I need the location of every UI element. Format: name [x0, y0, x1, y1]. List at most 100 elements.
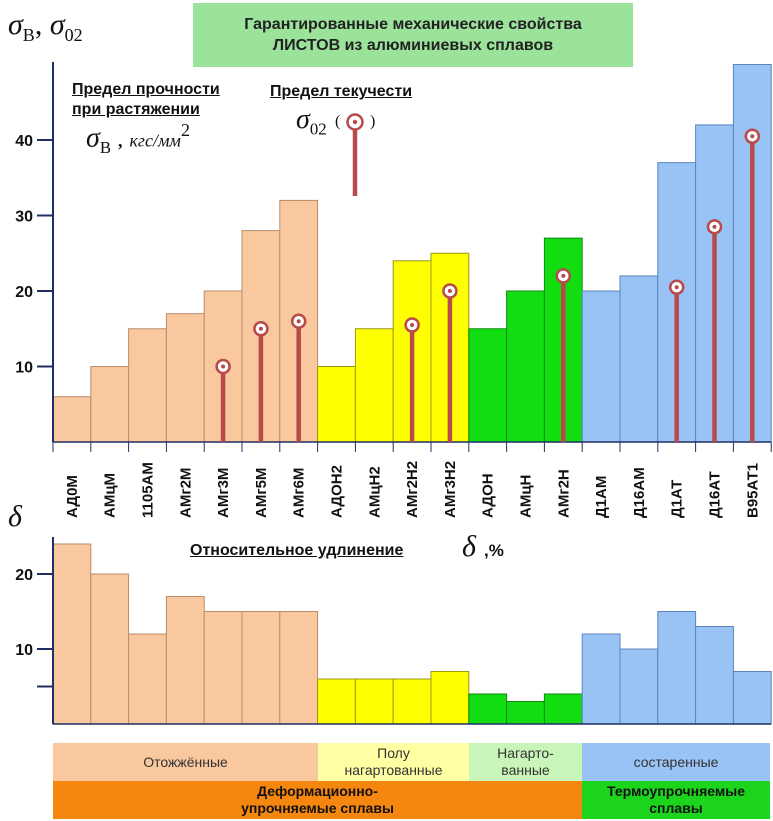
group-annealed: Отожжённые [53, 743, 318, 781]
category-label-АМг6М: АМг6М [291, 468, 308, 518]
elongation-bar-Д1АМ [581, 633, 621, 725]
band-heat-line1: Термоупрочняемые [607, 783, 745, 799]
band-heat-hardened: Термоупрочняемые сплавы [582, 781, 770, 819]
category-label-АМг3М: АМг3М [215, 468, 232, 518]
elongation-bar-АМг5М [241, 611, 281, 725]
strength-unit-comma: , [118, 130, 123, 151]
strength-label-line1: Предел прочности [72, 81, 220, 98]
yield-marker-dot-АМг3Н2 [447, 289, 452, 293]
group-annealed-label: Отожжённые [143, 753, 228, 770]
yield-marker-dot-АМг6М [296, 319, 301, 324]
top-y-tick-label-20: 20 [15, 284, 33, 301]
category-label-АМцМ: АМцМ [102, 473, 119, 518]
elongation-bar-АМцМ [90, 573, 130, 725]
strength-bar-1105АМ [128, 328, 167, 443]
category-label-АМг2Н2: АМг2Н2 [404, 461, 421, 518]
yield-legend-marker-dot [352, 119, 358, 125]
strength-bar-АМцН [506, 290, 545, 443]
category-label-АМг3Н2: АМг3Н2 [442, 461, 459, 518]
category-label-АДОН2: АДОН2 [329, 465, 346, 518]
strength-bar-Д16АМ [619, 275, 659, 443]
strength-bar-АМцМ [90, 366, 130, 443]
strength-label: Предел прочности при растяжении [72, 80, 220, 120]
yield-label: Предел текучести [270, 83, 413, 100]
elongation-symbol: δ [462, 530, 476, 563]
strength-bar-АДОН [468, 328, 508, 443]
sigma-b-symbol: σ [8, 8, 23, 41]
top-y-tick-label-30: 30 [15, 209, 33, 226]
yield-symbol: σ02 [296, 104, 327, 140]
top-axis-symbol: σB, σ02 [8, 8, 83, 46]
category-label-АД0М: АД0М [64, 475, 81, 518]
yield-marker-dot-АМг2Н2 [410, 322, 415, 327]
bottom-axis-symbol: δ [8, 500, 22, 533]
group-hardened-line1: Нагарто- [497, 745, 554, 761]
elongation-bar-АМцН2 [354, 678, 394, 725]
group-aged: состаренные [582, 743, 770, 781]
elongation-bar-АМг2Н2 [392, 678, 432, 725]
elongation-label: Относительное удлинение [190, 542, 404, 559]
strength-symbol: σB , кгс/мм2 [86, 120, 190, 158]
category-label-АМг2М: АМг2М [177, 468, 194, 518]
category-label-Д16АТ: Д16АТ [707, 471, 724, 518]
strength-bar-АДОН2 [317, 366, 356, 443]
strength-label-line2: при растяжении [72, 101, 200, 118]
category-label-Д1АТ: Д1АТ [669, 480, 686, 518]
chart-title-box: Гарантированные механические свойства ЛИ… [193, 3, 633, 67]
category-label-АМг5М: АМг5М [253, 468, 270, 518]
category-label-АМцН2: АМцН2 [366, 466, 383, 518]
elongation-bar-АМг3Н2 [430, 671, 470, 725]
elongation-bar-АД0М [52, 543, 92, 725]
category-label-1105АМ: 1105АМ [140, 462, 157, 518]
top-y-tick-label-40: 40 [15, 133, 33, 150]
elongation-bar-АДОН [468, 693, 508, 725]
group-semi-hardened-line2: нагартованные [344, 762, 443, 778]
yield-marker-dot-Д16АТ [712, 224, 717, 229]
sigma-02-subscript: 02 [64, 25, 83, 45]
strength-bar-Д1АМ [581, 290, 621, 443]
group-hardened: Нагарто- ванные [469, 743, 582, 781]
band-heat-line2: сплавы [649, 800, 703, 816]
yield-sigma: σ [296, 104, 310, 135]
elongation-bar-В95АТ1 [732, 671, 772, 725]
category-label-Д1АМ: Д1АМ [593, 476, 610, 518]
yield-marker-dot-АМг5М [258, 326, 263, 331]
elongation-bar-Д16АМ [619, 648, 659, 725]
strength-bar-АМцН2 [354, 328, 394, 443]
band-deformable-line1: Деформационно- [257, 783, 378, 799]
category-label-В95АТ1: В95АТ1 [744, 463, 761, 518]
yield-marker-dot-АМг3М [221, 364, 226, 369]
elongation-bar-АДОН2 [317, 678, 356, 725]
yield-marker-dot-Д1АТ [674, 285, 679, 290]
group-aged-label: состаренные [633, 753, 719, 770]
elongation-bar-АМг6М [279, 611, 319, 725]
sigma-b-subscript: B [22, 25, 35, 45]
category-label-АДОН: АДОН [480, 473, 497, 518]
elongation-bar-1105АМ [128, 633, 167, 725]
elongation-bar-Д1АТ [657, 611, 697, 725]
elongation-bar-АМг3М [203, 611, 243, 725]
strength-unit-exponent: 2 [180, 120, 190, 140]
strength-sigma-subscript: B [99, 137, 112, 157]
band-deformable: Деформационно- упрочняемые сплавы [53, 781, 582, 819]
category-label-Д16АМ: Д16АМ [631, 467, 648, 518]
band-deformable-line2: упрочняемые сплавы [241, 800, 394, 816]
elongation-bar-АМг2М [165, 596, 205, 725]
elongation-bar-Д16АТ [695, 626, 734, 725]
strength-sigma: σ [86, 122, 100, 154]
bottom-y-tick-label-10: 10 [15, 642, 33, 659]
chart-title-line2: ЛИСТОВ из алюминиевых сплавов [272, 37, 554, 54]
strength-bar-АД0М [52, 396, 92, 443]
elongation-unit: ,% [484, 541, 504, 560]
strength-bar-АМг2М [165, 313, 205, 443]
strength-unit: кгс/мм [129, 130, 181, 151]
chart-title-line1: Гарантированные механические свойства [244, 16, 582, 33]
yield-paren-open: ( [335, 113, 341, 130]
yield-marker-dot-АМг2Н [561, 273, 566, 278]
group-semi-hardened-line1: Полу [377, 745, 410, 761]
yield-paren-close: ) [370, 113, 376, 130]
sigma-02-symbol: σ [49, 8, 65, 41]
elongation-bar-АМг2Н [543, 693, 583, 725]
symbol-separator: , [34, 8, 43, 41]
